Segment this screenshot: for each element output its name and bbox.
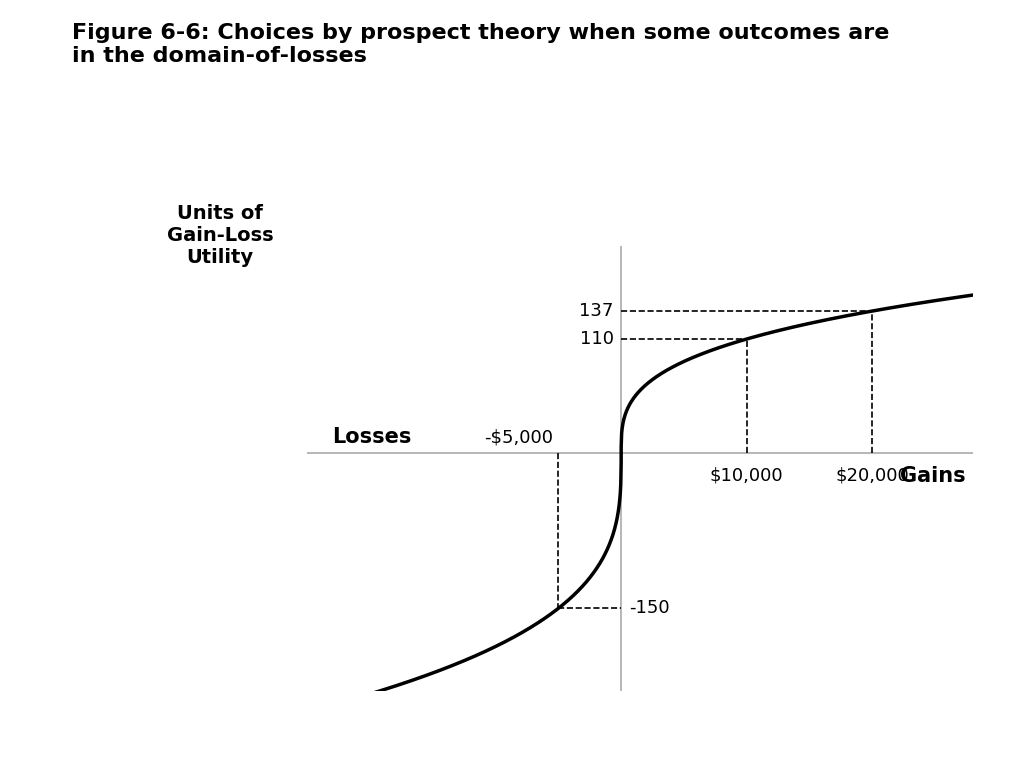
Text: $20,000: $20,000 (836, 466, 909, 485)
Text: $10,000: $10,000 (710, 466, 783, 485)
Text: 137: 137 (580, 302, 613, 320)
Text: -150: -150 (629, 599, 670, 617)
Text: Losses: Losses (333, 427, 412, 447)
Text: Figure 6-6: Choices by prospect theory when some outcomes are
in the domain-of-l: Figure 6-6: Choices by prospect theory w… (72, 23, 889, 66)
Text: Gains: Gains (900, 466, 966, 486)
Text: -$5,000: -$5,000 (484, 429, 553, 447)
Text: Units of
Gain-Loss
Utility: Units of Gain-Loss Utility (167, 204, 273, 266)
Text: 110: 110 (580, 330, 613, 348)
